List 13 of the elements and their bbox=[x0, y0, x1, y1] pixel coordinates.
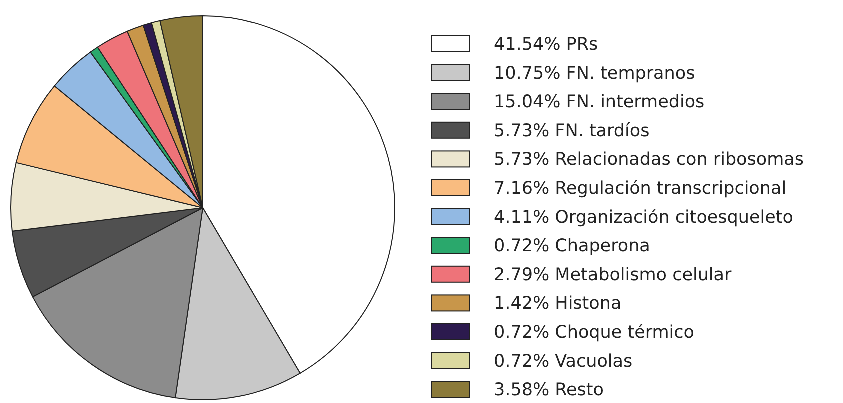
legend-label: 7.16% Regulación transcripcional bbox=[494, 179, 787, 199]
legend-label: 4.11% Organización citoesqueleto bbox=[494, 208, 794, 228]
legend-label: 2.79% Metabolismo celular bbox=[494, 265, 733, 286]
legend-label: 5.73% FN. tardíos bbox=[494, 121, 650, 142]
legend-label: 0.72% Chaperona bbox=[494, 236, 650, 257]
legend-label: 15.04% FN. intermedios bbox=[494, 92, 705, 113]
legend-label: 5.73% Relacionadas con ribosomas bbox=[494, 150, 804, 170]
legend-label: 0.72% Vacuolas bbox=[494, 352, 633, 372]
legend-label: 3.58% Resto bbox=[494, 380, 604, 401]
legend-label: 0.72% Choque térmico bbox=[494, 323, 694, 343]
legend-label: 10.75% FN. tempranos bbox=[494, 64, 696, 84]
legend-label: 41.54% PRs bbox=[494, 35, 598, 55]
legend-label: 1.42% Histona bbox=[494, 294, 622, 314]
